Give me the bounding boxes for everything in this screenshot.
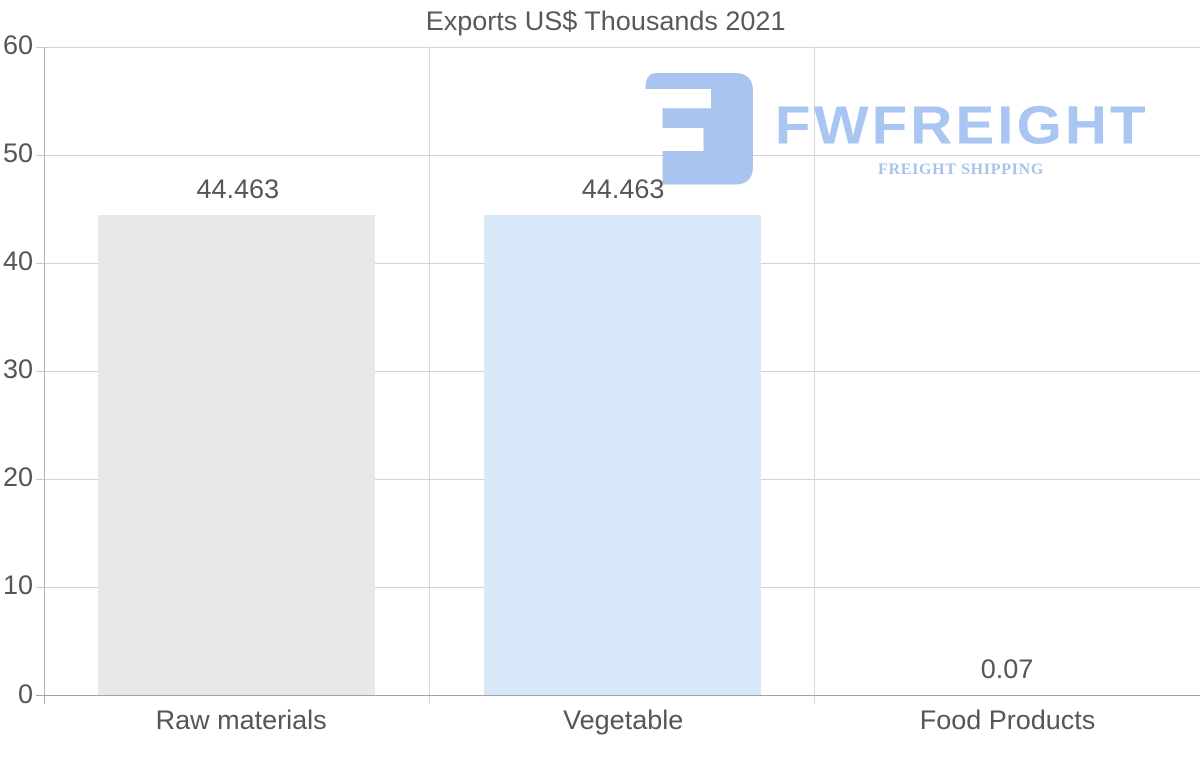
svg-text:FWFREIGHT: FWFREIGHT — [775, 94, 1149, 155]
svg-text:FREIGHT SHIPPING: FREIGHT SHIPPING — [878, 161, 1044, 178]
